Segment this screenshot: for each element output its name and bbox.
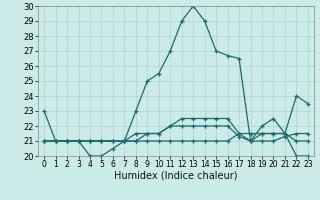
X-axis label: Humidex (Indice chaleur): Humidex (Indice chaleur) [114,171,238,181]
